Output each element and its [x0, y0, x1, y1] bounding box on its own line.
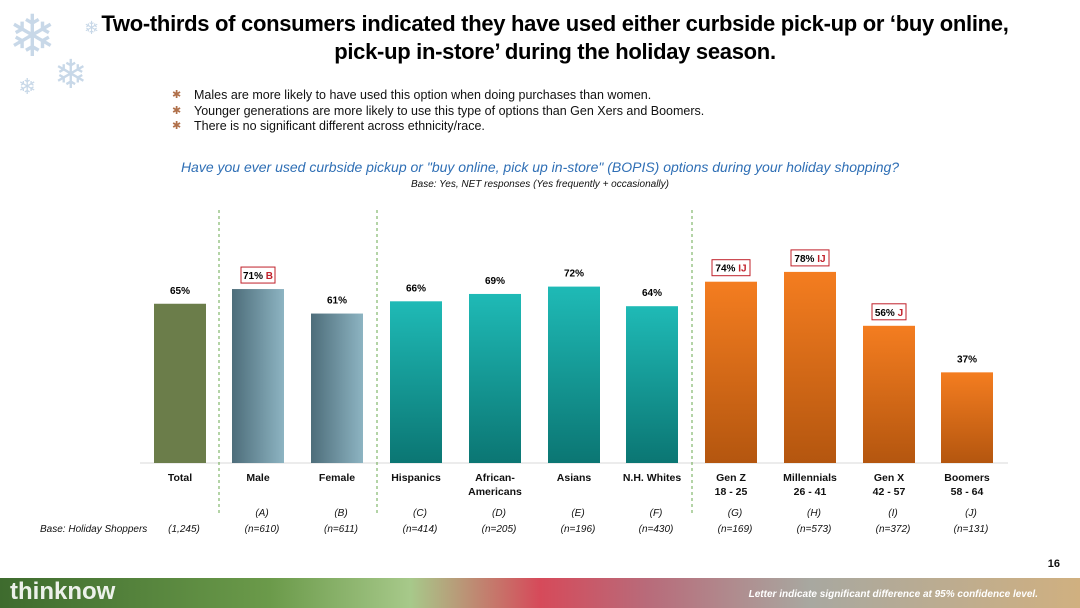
snowflake-icon: ❄ — [8, 4, 57, 69]
bar — [469, 293, 521, 463]
base-count: (n=196) — [560, 524, 596, 535]
base-count: (n=611) — [323, 524, 358, 535]
bar — [232, 289, 284, 463]
data-label: 65% — [170, 286, 190, 297]
column-letter: (G) — [727, 508, 743, 519]
chart-subtitle: Base: Yes, NET responses (Yes frequently… — [410, 179, 669, 190]
column-letter: (C) — [413, 508, 427, 519]
sig-box — [871, 303, 907, 321]
bar — [705, 281, 757, 463]
bar — [548, 286, 600, 463]
bullet-item: ✱ Males are more likely to have used this… — [172, 88, 704, 104]
category-label: Boomers 58 - 64 — [944, 472, 990, 498]
category-label: Millennials 26 - 41 — [783, 472, 837, 498]
category-label: African- Americans — [468, 472, 522, 498]
data-label: 61% — [327, 296, 347, 307]
bullet-text: Males are more likely to have used this … — [194, 88, 652, 102]
base-label: Base: Holiday Shoppers — [40, 524, 148, 535]
sig-letter: J — [895, 308, 903, 319]
data-label: 69% — [485, 276, 505, 287]
sig-letter: B — [263, 271, 273, 282]
bullet-item: ✱ There is no significant different acros… — [172, 119, 704, 135]
column-letter: (F) — [649, 508, 663, 519]
footnote: Letter indicate significant difference a… — [748, 589, 1038, 600]
bar — [784, 271, 836, 463]
sig-box — [240, 266, 276, 284]
sig-letter: IJ — [735, 264, 746, 275]
base-count: (n=169) — [717, 524, 753, 535]
bar — [311, 313, 363, 463]
column-letter: (D) — [492, 508, 506, 519]
data-label: 78% IJ — [794, 254, 825, 265]
column-letter: (I) — [888, 508, 898, 519]
data-label: 71% B — [243, 271, 273, 282]
data-label: 66% — [406, 283, 426, 294]
column-letter: (E) — [571, 508, 585, 519]
base-count: (n=414) — [402, 524, 438, 535]
category-label: N.H. Whites — [622, 472, 682, 484]
data-label: 72% — [564, 269, 584, 280]
column-letter: (A) — [255, 508, 269, 519]
data-label: 56% J — [875, 308, 903, 319]
column-letter: (H) — [807, 508, 821, 519]
sig-letter: IJ — [814, 254, 825, 265]
data-label: 64% — [642, 288, 662, 299]
gingerbread-bullet-icon: ✱ — [172, 104, 182, 117]
category-label: Female — [318, 472, 356, 484]
bar — [390, 301, 442, 463]
sig-box — [790, 249, 830, 267]
bullet-text: Younger generations are more likely to u… — [194, 103, 705, 118]
snowflake-icon: ❄ — [18, 74, 37, 99]
snowflake-icon: ❄ — [84, 18, 100, 38]
category-label: Male — [246, 472, 270, 484]
chart-title: Have you ever used curbside pickup or "b… — [180, 159, 900, 175]
column-letter: (B) — [334, 508, 348, 519]
thinknow-logo: thinknow — [10, 578, 116, 605]
bullet-list: ✱ Males are more likely to have used this… — [172, 88, 704, 135]
bar — [941, 372, 993, 463]
bar — [863, 325, 915, 463]
column-letter: (J) — [965, 508, 977, 519]
base-count: (n=430) — [638, 524, 674, 535]
page-number: 16 — [1047, 558, 1060, 570]
category-label: Hispanics — [391, 472, 441, 484]
base-count: (n=205) — [481, 524, 517, 535]
footer-bar: thinknow Letter indicate significant dif… — [0, 578, 1080, 608]
data-label: 74% IJ — [715, 264, 746, 275]
category-label: Asians — [556, 472, 592, 484]
category-label: Gen Z 18 - 25 — [714, 472, 748, 498]
bullet-item: ✱ Younger generations are more likely to … — [172, 104, 704, 120]
base-count: (1,245) — [168, 524, 200, 535]
base-count: (n=372) — [875, 524, 911, 535]
slide-title: Two-thirds of consumers indicated they h… — [101, 11, 1009, 64]
base-count: (n=131) — [953, 524, 989, 535]
base-count: (n=610) — [244, 524, 280, 535]
bullet-text: There is no significant different across… — [194, 119, 485, 133]
gingerbread-bullet-icon: ✱ — [172, 89, 182, 101]
data-label: 37% — [957, 354, 977, 365]
sig-box — [711, 259, 751, 277]
category-label: Total — [167, 472, 193, 484]
category-label: Gen X 42 - 57 — [872, 472, 906, 498]
base-count: (n=573) — [796, 524, 832, 535]
bar — [626, 306, 678, 463]
bar — [154, 303, 206, 463]
gingerbread-bullet-icon: ✱ — [172, 120, 182, 132]
snowflake-icon: ❄ — [54, 53, 88, 97]
